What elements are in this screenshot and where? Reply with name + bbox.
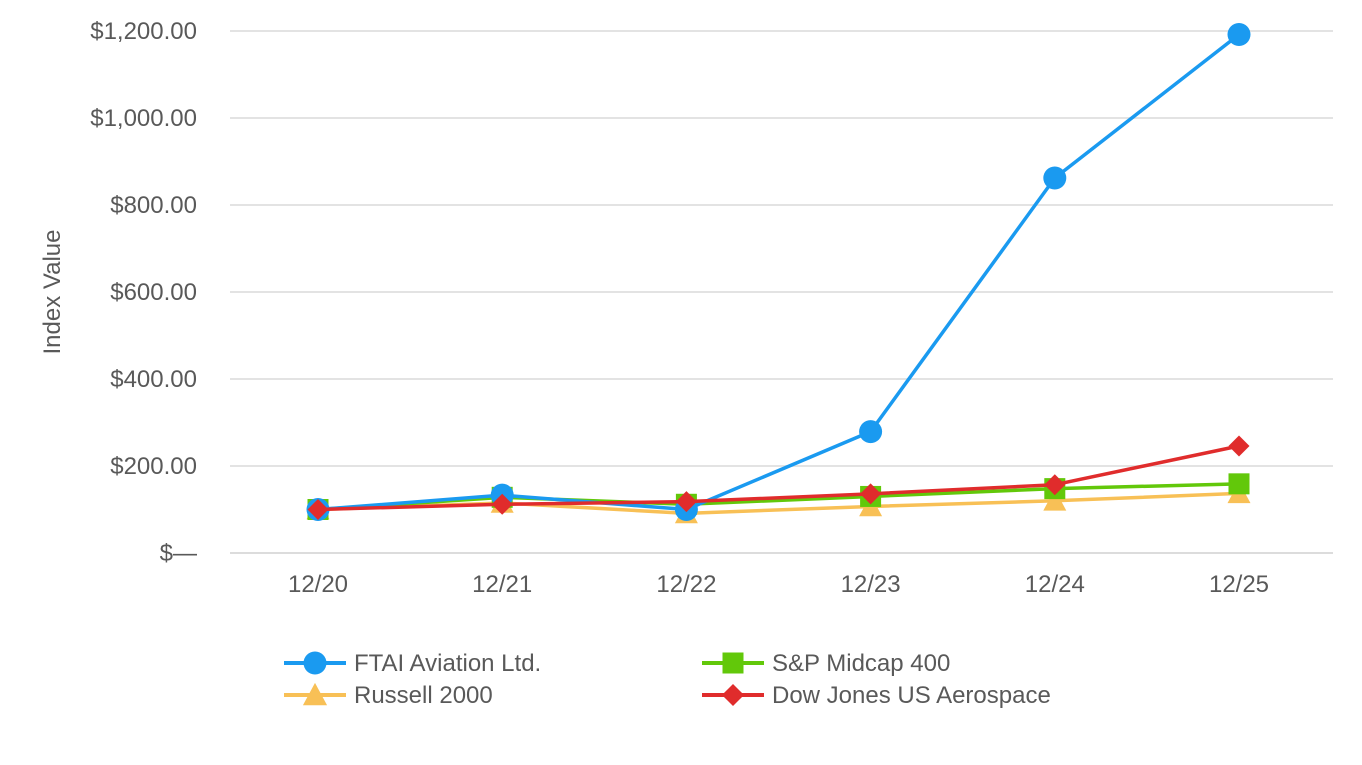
series-line-ftai-aviation-ltd <box>316 32 1241 512</box>
x-tick-label: 12/23 <box>841 571 901 598</box>
legend-marker <box>302 682 328 706</box>
legend: FTAI Aviation Ltd. S&P Midcap 400 Russell … <box>284 650 1051 709</box>
series-dow-jones-us-aerospace <box>307 435 1250 520</box>
series-line-sandp-midcap-400 <box>316 482 1241 512</box>
legend-marker <box>721 683 745 707</box>
legend-label: Russell 2000 <box>354 682 493 709</box>
data-point-dow-jones-us-aerospace <box>307 499 329 520</box>
data-point-russell-2000 <box>1043 489 1067 511</box>
y-tick-label: $800.00 <box>110 192 197 219</box>
data-point-ftai-aviation-ltd <box>1227 22 1251 46</box>
legend-item-sandp-midcap-400: S&P Midcap 400 <box>702 650 950 677</box>
x-tick-label: 12/25 <box>1209 571 1269 598</box>
legend-marker <box>722 652 744 674</box>
x-tick-labels: 12/20 12/21 12/22 12/23 12/24 12/25 <box>288 571 1269 598</box>
gridlines <box>230 30 1333 554</box>
series-line-dow-jones-us-aerospace <box>316 444 1241 512</box>
y-tick-label: $— <box>160 540 197 567</box>
data-point-dow-jones-us-aerospace <box>1044 474 1066 496</box>
y-tick-label: $200.00 <box>110 453 197 480</box>
data-point-dow-jones-us-aerospace <box>675 491 697 513</box>
series <box>306 22 1251 524</box>
legend-label: FTAI Aviation Ltd. <box>354 650 541 677</box>
y-tick-label: $1,200.00 <box>90 18 197 45</box>
y-tick-label: $600.00 <box>110 279 197 306</box>
y-tick-label: $400.00 <box>110 366 197 393</box>
x-tick-label: 12/21 <box>472 571 532 598</box>
legend-item-ftai-aviation-ltd: FTAI Aviation Ltd. <box>284 650 541 677</box>
x-tick-label: 12/24 <box>1025 571 1085 598</box>
y-tick-label: $1,000.00 <box>90 105 197 132</box>
x-tick-label: 12/20 <box>288 571 348 598</box>
data-point-ftai-aviation-ltd <box>1043 166 1067 190</box>
data-point-ftai-aviation-ltd <box>859 420 883 444</box>
legend-item-russell-2000: Russell 2000 <box>284 682 493 709</box>
data-point-dow-jones-us-aerospace <box>860 483 882 505</box>
legend-marker <box>303 651 327 675</box>
data-point-dow-jones-us-aerospace <box>491 493 513 515</box>
legend-label: Dow Jones US Aerospace <box>772 682 1051 709</box>
y-tick-labels: $— $200.00 $400.00 $600.00 $800.00 $1,000.00 $… <box>90 18 197 567</box>
data-point-dow-jones-us-aerospace <box>1228 435 1250 457</box>
data-point-sandp-midcap-400 <box>1228 473 1250 495</box>
x-tick-label: 12/22 <box>656 571 716 598</box>
legend-label: S&P Midcap 400 <box>772 650 950 677</box>
y-axis-title: Index Value <box>39 230 66 355</box>
series-ftai-aviation-ltd <box>306 22 1251 521</box>
legend-item-dow-jones-us-aerospace: Dow Jones US Aerospace <box>702 682 1051 709</box>
